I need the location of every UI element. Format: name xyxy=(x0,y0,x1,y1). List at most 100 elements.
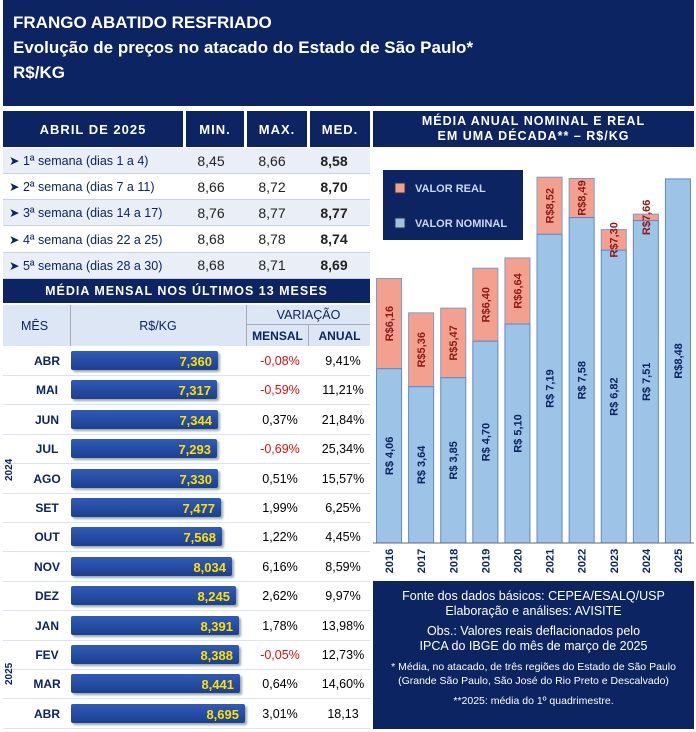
monthly-variation: 2,62% xyxy=(262,589,298,604)
x-tick-label: 2025 xyxy=(673,549,685,573)
week-max: 8,66 xyxy=(258,152,286,169)
nominal-data-label: R$ 3,64 xyxy=(416,445,428,484)
week-med: 8,69 xyxy=(320,257,348,274)
weekly-row: ➤ 1ª semana (dias 1 a 4) 8,45 8,66 8,58 xyxy=(3,148,370,174)
legend-label-real: VALOR REAL xyxy=(415,183,486,195)
monthly-variation: -0,59% xyxy=(260,383,300,398)
week-label: ➤ 2ª semana (dias 7 a 11) xyxy=(9,180,155,195)
monthly-price-label: 8,391 xyxy=(200,618,233,634)
week-min: 8,76 xyxy=(197,204,225,221)
source-note-1: * Média, no atacado, de três regiões do … xyxy=(391,661,676,673)
source-box: Fonte dos dados básicos: CEPEA/ESALQ/USP… xyxy=(373,581,694,729)
nominal-data-label: R$ 4,06 xyxy=(384,437,396,476)
nominal-data-label: R$8,48 xyxy=(673,343,685,378)
monthly-variation: 0,37% xyxy=(262,412,298,427)
real-data-label: R$6,40 xyxy=(480,287,492,322)
week-min: 8,68 xyxy=(197,257,225,274)
real-value-bar xyxy=(472,267,499,342)
year-label-2025: 2025 xyxy=(4,662,15,686)
annual-variation: 21,84% xyxy=(321,412,365,427)
week-med: 8,74 xyxy=(320,231,348,248)
annual-variation: 12,73% xyxy=(321,648,365,662)
nominal-value-bar xyxy=(376,368,403,544)
monthly-row: OUT 7,568 1,22% 4,45% xyxy=(3,523,370,553)
nominal-data-label: R$ 4,70 xyxy=(480,423,492,462)
week-med: 8,77 xyxy=(320,204,348,221)
real-value-bar xyxy=(568,177,595,219)
weekly-row: ➤ 2ª semana (dias 7 a 11) 8,66 8,72 8,70 xyxy=(3,174,370,201)
nominal-data-label: R$ 3,85 xyxy=(448,441,460,480)
real-data-label: R$6,16 xyxy=(384,306,396,341)
real-data-label: R$6,64 xyxy=(512,272,524,308)
monthly-variation: 6,16% xyxy=(262,559,298,574)
monthly-row: ABR 7,360 -0,08% 9,41% xyxy=(3,347,370,376)
legend-swatch-real xyxy=(394,182,406,194)
monthly-variation: 1,78% xyxy=(262,618,298,633)
annual-variation: 8,59% xyxy=(325,559,361,574)
x-tick-label: 2017 xyxy=(416,549,428,573)
annual-variation: 4,45% xyxy=(325,530,361,545)
monthly-price-bar xyxy=(71,439,217,459)
real-data-label: R$7,30 xyxy=(609,222,621,257)
real-data-label: R$7,66 xyxy=(641,200,653,235)
monthly-price-label: 7,344 xyxy=(179,412,212,428)
month-label: JUL xyxy=(35,442,59,457)
annual-variation: 18,13 xyxy=(327,706,359,721)
monthly-row: SET 7,477 1,99% 6,25% xyxy=(3,494,370,523)
week-med: 8,58 xyxy=(320,152,348,169)
month-label: AGO xyxy=(33,471,61,486)
month-label: JAN xyxy=(34,618,59,633)
nominal-data-label: R$ 7,58 xyxy=(577,361,589,400)
monthly-price-bar xyxy=(71,351,218,370)
real-value-bar xyxy=(536,176,563,235)
month-label: MAI xyxy=(36,383,58,398)
monthly-price-label: 8,441 xyxy=(201,677,234,693)
source-line-3: Obs.: Valores reais deflacionados pelo xyxy=(426,624,641,638)
nominal-value-bar xyxy=(504,323,531,544)
monthly-row: JAN 8,391 1,78% 13,98% xyxy=(3,612,370,641)
week-max: 8,72 xyxy=(258,178,286,195)
week-min: 8,66 xyxy=(197,178,225,195)
nominal-data-label: R$ 5,10 xyxy=(512,414,524,453)
source-note-3: **2025: média do 1º quadrimestre. xyxy=(453,695,614,707)
monthly-variation: -0,05% xyxy=(260,648,300,662)
legend-label-nominal: VALOR NOMINAL xyxy=(415,218,507,230)
weekly-row: ➤ 3ª semana (dias 14 a 17) 8,76 8,77 8,77 xyxy=(3,200,370,227)
monthly-variation: 0,51% xyxy=(262,471,298,486)
nominal-value-bar xyxy=(472,340,499,544)
month-label: SET xyxy=(35,501,59,515)
monthly-price-label: 7,317 xyxy=(178,383,211,399)
nominal-data-label: R$ 7,51 xyxy=(641,363,653,402)
monthly-variation: -0,08% xyxy=(260,354,300,368)
monthly-price-bar xyxy=(71,703,245,723)
chart-title-line-1: MÉDIA ANUAL NOMINAL E REAL xyxy=(421,114,646,128)
weekly-row: ➤ 5ª semana (dias 28 a 30) 8,68 8,71 8,69 xyxy=(3,252,370,279)
week-max: 8,77 xyxy=(258,204,286,221)
source-line-2: Elaboração e análises: AVISITE xyxy=(445,604,622,618)
monthly-variation: 1,22% xyxy=(262,530,298,545)
month-label: DEZ xyxy=(35,589,59,604)
week-med: 8,70 xyxy=(320,178,348,195)
x-tick-label: 2023 xyxy=(609,549,621,573)
week-label: ➤ 4ª semana (dias 22 a 25) xyxy=(9,232,163,247)
x-tick-label: 2019 xyxy=(480,549,492,573)
year-label-2024: 2024 xyxy=(4,458,15,481)
annual-price-chart: R$ 4,06 R$6,16 2016 R$ 3,64 R$5,36 2017 R$ 3,8… xyxy=(373,148,694,579)
monthly-price-label: 8,695 xyxy=(206,706,239,722)
title-product: FRANGO ABATIDO RESFRIADO xyxy=(13,13,272,32)
monthly-price-label: 7,568 xyxy=(183,530,216,546)
real-data-label: R$8,52 xyxy=(545,188,557,223)
monthly-price-bar xyxy=(71,468,218,488)
weekly-med-header: MED. xyxy=(310,111,370,147)
monthly-price-label: 7,360 xyxy=(179,354,212,369)
title-banner: FRANGO ABATIDO RESFRIADO Evolução de pre… xyxy=(3,0,694,106)
annual-variation: 11,21% xyxy=(322,383,364,398)
x-tick-label: 2018 xyxy=(448,549,460,573)
monthly-anual-header: ANUAL xyxy=(308,325,370,346)
monthly-row: JUN 7,344 0,37% 21,84% xyxy=(3,406,370,435)
monthly-variation: 3,01% xyxy=(262,706,298,721)
annual-variation: 9,97% xyxy=(325,589,361,604)
monthly-price-header: R$/KG xyxy=(70,305,245,346)
nominal-value-bar xyxy=(568,217,595,544)
real-data-label: R$8,49 xyxy=(577,180,589,215)
